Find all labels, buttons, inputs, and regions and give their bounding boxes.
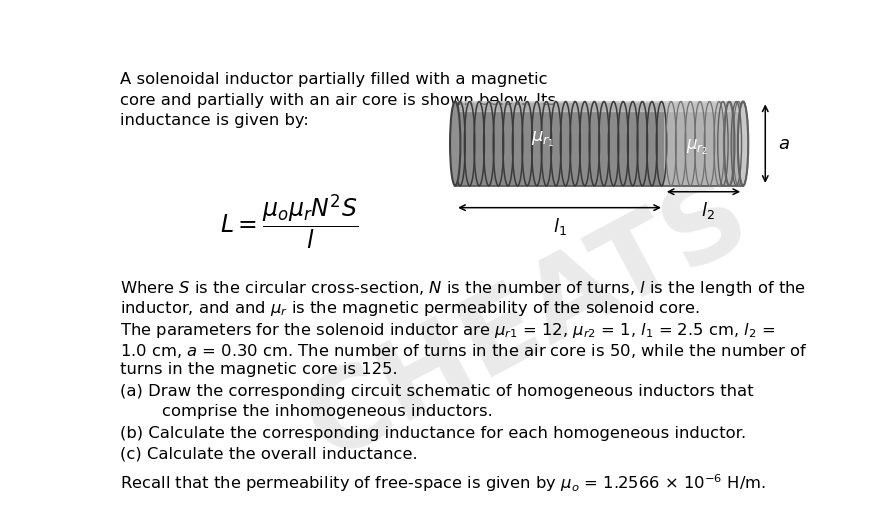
Ellipse shape — [464, 101, 474, 186]
Text: $\mu_{r_2}$: $\mu_{r_2}$ — [686, 138, 707, 157]
Text: $\mu_{r_1}$: $\mu_{r_1}$ — [530, 130, 554, 149]
Text: CHEATS: CHEATS — [289, 160, 766, 482]
Text: Recall that the permeability of free-space is given by $\mu_o$ = 1.2566 × 10$^{-: Recall that the permeability of free-spa… — [120, 473, 765, 494]
Ellipse shape — [450, 101, 460, 186]
Ellipse shape — [722, 101, 733, 186]
Text: The parameters for the solenoid inductor are $\mu_{r1}$ = 12, $\mu_{r2}$ = 1, $l: The parameters for the solenoid inductor… — [120, 321, 774, 340]
Text: inductor, and and $\mu_r$ is the magnetic permeability of the solenoid core.: inductor, and and $\mu_r$ is the magneti… — [120, 299, 699, 318]
Ellipse shape — [502, 101, 512, 186]
Ellipse shape — [569, 101, 579, 186]
Text: comprise the inhomogeneous inductors.: comprise the inhomogeneous inductors. — [120, 404, 493, 419]
Ellipse shape — [550, 101, 561, 186]
Ellipse shape — [608, 101, 618, 186]
Bar — [663, 101, 742, 186]
Ellipse shape — [541, 101, 551, 186]
Text: A solenoidal inductor partially filled with a magnetic: A solenoidal inductor partially filled w… — [120, 72, 547, 87]
Ellipse shape — [493, 101, 503, 186]
Text: $l_1$: $l_1$ — [552, 217, 566, 237]
Ellipse shape — [675, 101, 685, 186]
Text: inductance is given by:: inductance is given by: — [120, 113, 308, 128]
Ellipse shape — [646, 101, 656, 186]
Text: turns in the magnetic core is 125.: turns in the magnetic core is 125. — [120, 362, 397, 377]
Text: (b) Calculate the corresponding inductance for each homogeneous inductor.: (b) Calculate the corresponding inductan… — [120, 426, 746, 441]
Ellipse shape — [627, 101, 637, 186]
Ellipse shape — [655, 101, 666, 186]
Bar — [455, 101, 663, 186]
Text: $L = \dfrac{\mu_o\mu_r N^2 S}{l}$: $L = \dfrac{\mu_o\mu_r N^2 S}{l}$ — [219, 192, 358, 251]
Ellipse shape — [684, 101, 695, 186]
Ellipse shape — [531, 101, 542, 186]
Ellipse shape — [579, 101, 589, 186]
Ellipse shape — [637, 101, 646, 186]
Text: 1.0 cm, $a$ = 0.30 cm. The number of turns in the air core is 50, while the numb: 1.0 cm, $a$ = 0.30 cm. The number of tur… — [120, 342, 807, 359]
Ellipse shape — [474, 101, 484, 186]
Ellipse shape — [732, 101, 743, 186]
Ellipse shape — [560, 101, 570, 186]
Ellipse shape — [521, 101, 532, 186]
Ellipse shape — [512, 101, 522, 186]
Text: core and partially with an air core is shown below. Its: core and partially with an air core is s… — [120, 93, 555, 108]
Ellipse shape — [598, 101, 609, 186]
Ellipse shape — [483, 101, 493, 186]
Text: Where $S$ is the circular cross-section, $N$ is the number of turns, $l$ is the : Where $S$ is the circular cross-section,… — [120, 279, 805, 298]
Ellipse shape — [588, 101, 599, 186]
Text: (c) Calculate the overall inductance.: (c) Calculate the overall inductance. — [120, 446, 417, 461]
Text: $a$: $a$ — [777, 134, 789, 153]
Ellipse shape — [704, 101, 714, 186]
Ellipse shape — [454, 101, 465, 186]
Bar — [663, 101, 742, 186]
Text: (a) Draw the corresponding circuit schematic of homogeneous inductors that: (a) Draw the corresponding circuit schem… — [120, 384, 753, 399]
Bar — [455, 101, 663, 186]
Ellipse shape — [737, 101, 747, 186]
Ellipse shape — [665, 101, 676, 186]
Ellipse shape — [713, 101, 723, 186]
Ellipse shape — [694, 101, 704, 186]
Text: $l_2$: $l_2$ — [700, 201, 713, 221]
Ellipse shape — [617, 101, 628, 186]
